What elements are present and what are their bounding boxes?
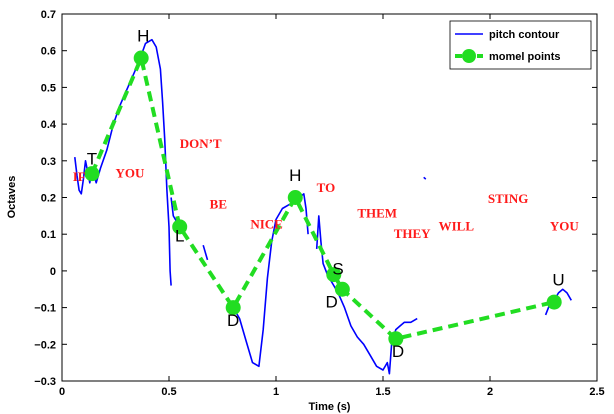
y-axis-title: Octaves (6, 176, 18, 219)
pitch-contour-segment (315, 215, 418, 375)
pitch-contour-segment (202, 244, 209, 261)
momel-dashed-line (90, 51, 555, 341)
word-label: IF (73, 169, 86, 184)
word-label: DON’T (180, 136, 222, 151)
tone-label: D (325, 293, 337, 312)
x-tick-label: 0.5 (161, 386, 176, 398)
plot-area (61, 13, 598, 382)
legend-momel-marker (462, 49, 476, 63)
axis-ticks (61, 13, 598, 382)
tone-label: H (137, 27, 149, 46)
x-tick-label: 2 (487, 386, 493, 398)
legend-pitch-label: pitch contour (489, 29, 560, 41)
pitch-contour-segment (423, 176, 427, 180)
momel-point (172, 219, 188, 235)
momel-point (388, 331, 404, 347)
y-tick-label: 0.2 (41, 193, 56, 205)
y-tick-label: 0.3 (41, 156, 56, 168)
tone-label: S (332, 260, 343, 279)
word-labels: IF YOU DON’T BE NICE TO THEM THEY WILL STING YOU (73, 136, 580, 241)
word-label: THEM (357, 206, 397, 221)
y-tick-label: −0.1 (34, 303, 56, 315)
word-label: YOU (550, 219, 580, 234)
y-tick-label: −0.3 (34, 376, 56, 388)
momel-point (84, 166, 100, 182)
x-tick-label: 1 (273, 386, 279, 398)
y-tick-label: 0.7 (41, 9, 56, 21)
tone-label: D (392, 342, 404, 361)
legend-momel-label: momel points (489, 51, 561, 63)
word-label: BE (210, 197, 227, 212)
y-tick-label: 0.4 (41, 119, 57, 131)
word-label: TO (317, 180, 336, 195)
momel-point (133, 50, 149, 66)
legend: pitch contour momel points (449, 20, 592, 70)
tone-label: L (175, 227, 184, 246)
word-label: YOU (116, 165, 146, 180)
tone-label: U (552, 271, 564, 290)
momel-point (287, 190, 303, 205)
tone-label: D (227, 311, 239, 330)
y-tick-label: 0 (50, 266, 56, 278)
tone-label: H (289, 166, 301, 185)
momel-points-series (84, 50, 562, 347)
x-tick-label: 2.5 (589, 386, 604, 398)
x-tick-labels: 0 0.5 1 1.5 2 2.5 (59, 386, 605, 398)
x-tick-label: 0 (59, 386, 65, 398)
y-tick-label: −0.2 (34, 339, 56, 351)
momel-point (225, 300, 241, 316)
momel-point (326, 267, 342, 283)
y-tick-label: 0.6 (41, 46, 56, 58)
word-label: THEY (394, 226, 431, 241)
momel-point (334, 281, 350, 297)
tone-label: T (87, 149, 97, 168)
y-tick-label: 0.1 (41, 229, 56, 241)
word-label: NICE (250, 217, 283, 232)
x-tick-label: 1.5 (375, 386, 390, 398)
momel-point (546, 294, 562, 310)
x-axis-title: Time (s) (309, 401, 351, 413)
word-label: STING (488, 191, 528, 206)
y-tick-label: 0.5 (41, 82, 56, 94)
word-label: WILL (439, 219, 475, 234)
y-tick-labels: −0.3 −0.2 −0.1 0 0.1 0.2 0.3 0.4 0.5 0.6 0.7 (34, 9, 57, 388)
